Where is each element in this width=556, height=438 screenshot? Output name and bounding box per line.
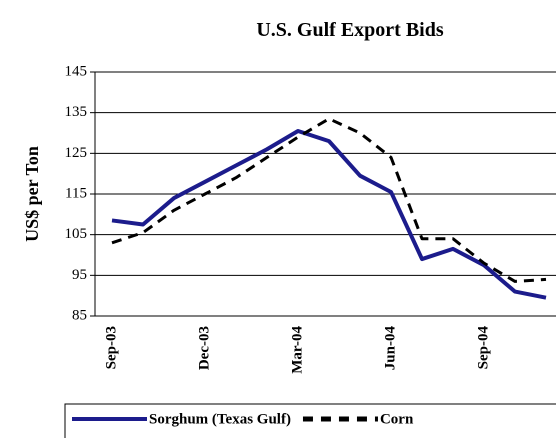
- x-tick-label: Sep-04: [475, 326, 491, 370]
- y-tick-label: 135: [65, 104, 88, 120]
- chart-title: U.S. Gulf Export Bids: [256, 19, 443, 41]
- x-tick-label: Mar-04: [289, 326, 305, 374]
- series-line: [111, 117, 547, 283]
- y-tick-label: 125: [65, 145, 88, 161]
- legend-label: Sorghum (Texas Gulf): [149, 411, 291, 427]
- y-tick-label: 145: [65, 63, 88, 79]
- legend-label: Corn: [380, 411, 414, 427]
- x-tick-label: Dec-03: [196, 326, 212, 370]
- y-tick-label: 85: [72, 307, 87, 323]
- y-tick-label: 105: [65, 226, 88, 242]
- x-tick-label: Jun-04: [382, 326, 398, 371]
- series-line: [111, 128, 547, 300]
- y-tick-label: 95: [72, 267, 87, 283]
- y-axis-label: US$ per Ton: [22, 146, 42, 242]
- x-tick-label: Sep-03: [103, 326, 119, 369]
- y-tick-label: 115: [65, 185, 87, 201]
